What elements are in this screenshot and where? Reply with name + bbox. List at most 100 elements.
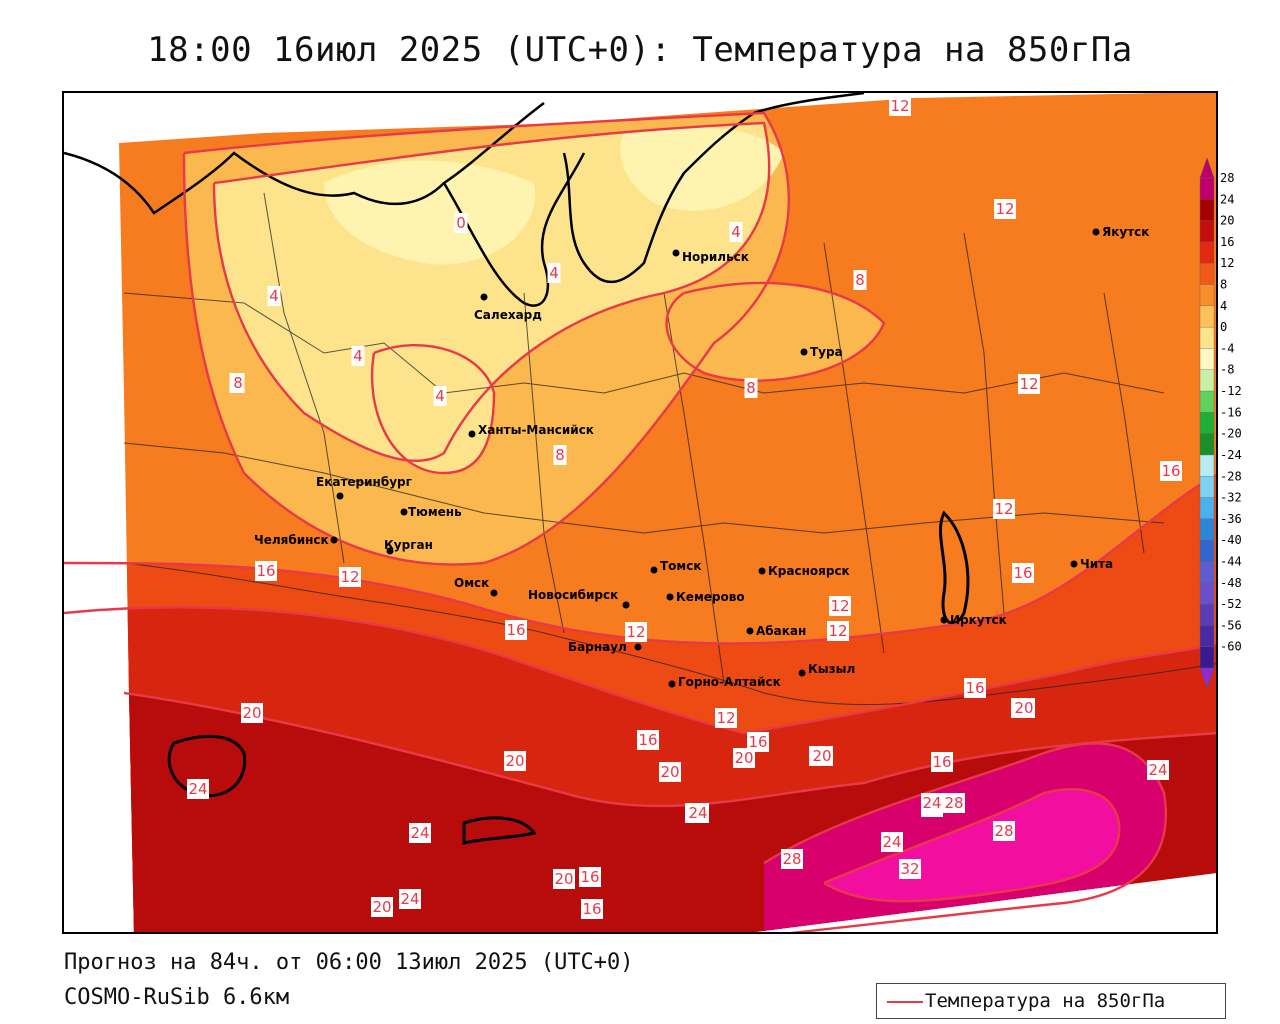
isoline-label: 16 [1012,563,1034,583]
city-label: Кемерово [676,590,745,604]
city-label: Барнаул [568,640,627,654]
colorbar-swatch [1199,284,1215,307]
isoline-label-background [853,270,867,290]
isoline-label-text: 28 [944,794,963,812]
isoline-label: 12 [994,199,1016,219]
isoline-label-background [409,823,431,843]
isoline-label-text: 12 [994,500,1013,518]
city-dot [330,536,338,544]
colorbar-tick-label: 28 [1220,171,1234,185]
legend-box: Температура на 850гПа [876,983,1226,1019]
city-dot [622,601,630,609]
colorbar-tick-label: -16 [1220,405,1242,419]
isoline-label-background [371,897,393,917]
isoline-label-background [505,620,527,640]
isoline-label-background [993,499,1015,519]
colorbar-swatch [1199,305,1215,328]
city-label: Новосибирск [528,588,618,602]
zone-8b [666,283,884,381]
colorbar-swatch [1199,582,1215,605]
colorbar-tick-label: 24 [1220,192,1234,206]
isoline-label-text: 8 [555,446,565,464]
isoline-label-background [339,567,361,587]
city-label: Тюмень [408,505,462,519]
isoline-label-text: 16 [965,679,984,697]
isoline-label: 0 [454,213,468,233]
colorbar-swatch [1199,390,1215,414]
isoline-label: 12 [1018,374,1040,394]
isoline-label-background [579,867,601,887]
city-dot [400,508,408,516]
isoline-label: 20 [241,703,263,723]
colorbar-tick-label: -12 [1220,384,1242,398]
map-title: 18:00 16июл 2025 (UTC+0): Температура на… [147,30,1133,70]
colorbar-tick-label: -28 [1220,469,1242,483]
map-canvas: 1212488481244804816121612121612121616202… [64,93,1216,932]
city-dot [634,643,642,651]
isoline-labels: 1212488481244804816121612121612121616202… [187,96,1182,919]
isoline-label: 4 [267,286,281,306]
region-borders [123,192,1216,706]
colorbar-swatch [1199,476,1215,499]
isoline-label: 24 [187,779,209,799]
colorbar-swatch [1199,454,1215,477]
isoline-label: 20 [1013,698,1035,718]
isoline-label-text: 16 [580,868,599,886]
temperature-map[interactable]: 1212488481244804816121612121612121616202… [62,91,1218,934]
isoline-label: 16 [637,730,659,750]
isoline-label-text: 20 [554,870,573,888]
colorbar-tick-label: -32 [1220,491,1242,505]
isoline-label-background [943,793,965,813]
city-label: Красноярск [768,564,850,578]
legend-label: Температура на 850гПа [925,990,1166,1012]
isoline-label-text: 16 [748,733,767,751]
isoline-label-background [1147,760,1169,780]
isoline-label: 16 [964,678,986,698]
isoline-label-text: 24 [922,794,941,812]
zone-32 [824,789,1120,902]
city-dot [650,566,658,574]
colorbar-swatch [1199,263,1215,286]
isoline-label: 12 [827,621,849,641]
isoline-label-text: 12 [830,597,849,615]
isoline-label-text: 24 [410,824,429,842]
isoline-label-text: 20 [1014,699,1033,717]
isoline-label-text: 12 [626,623,645,641]
city-dot [672,249,680,257]
colorbar-swatch [1199,518,1215,541]
isoline-label-text: 16 [932,753,951,771]
isoline-label-background [351,346,365,366]
city-label: Курган [384,538,433,552]
city-label: Абакан [756,624,806,638]
isoline-label-background [504,751,526,771]
isoline-label-background [187,779,209,799]
isoline-label: 24 [921,793,943,813]
isoline-label-background [781,849,803,869]
colorbar-swatch [1199,241,1215,264]
isoline-label: 12 [889,96,911,116]
isoline-label: 20 [371,897,393,917]
isoline-label-background [921,793,943,813]
city-dot [336,492,344,500]
city-label: Омск [454,576,489,590]
colorbar-tick-label: -24 [1220,448,1242,462]
isoline-label-background [899,859,921,879]
isoline-label: 24 [687,803,709,823]
isoline-label-background [267,286,281,306]
isoline-label-background [581,899,603,919]
isoline-label-text: 8 [233,374,243,392]
isoline-label-background [625,622,647,642]
zone-4b [372,345,494,473]
isoline-label-text: 24 [1148,761,1167,779]
model-name: COSMO-RuSib 6.6км [64,985,290,1010]
isoline-label-background [811,746,833,766]
city-label: Якутск [1102,225,1149,239]
colorbar-swatch [1199,326,1215,350]
isoline-label-background [1160,461,1182,481]
colorbar-swatch [1199,369,1215,392]
isoline-label: 16 [1160,461,1182,481]
isoline-label-text: 4 [435,387,445,405]
isoline-label-background [1012,563,1034,583]
city-label: Салехард [474,308,542,322]
isoline-label-text: 16 [1161,462,1180,480]
